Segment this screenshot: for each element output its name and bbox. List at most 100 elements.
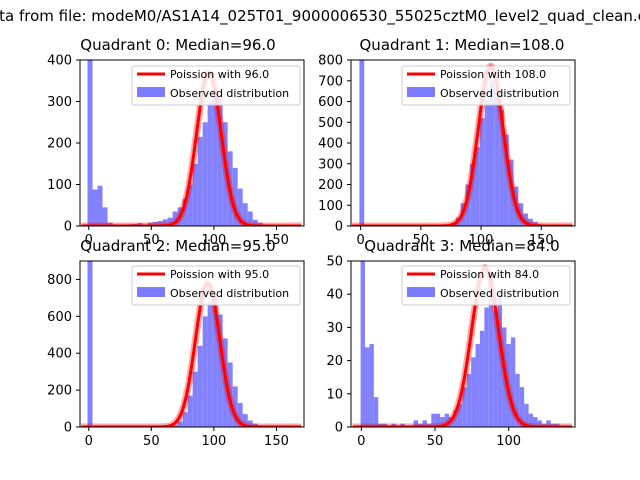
histogram-bar xyxy=(475,147,480,226)
axes-frame xyxy=(350,260,576,428)
x-tick-label: 50 xyxy=(427,434,444,449)
quadrant-1-axes: 0 50 100 150 0 100 200 300 400 500 600 700 800 xyxy=(318,54,576,248)
histogram-bar xyxy=(187,184,193,226)
histogram-bar xyxy=(418,423,423,427)
y-tick-label: 0 xyxy=(335,220,343,235)
axes-frame xyxy=(79,260,305,428)
histogram-bar xyxy=(479,330,485,427)
quadrant-3-panel: 0 50 100 0 10 20 30 40 50 Poission with 84.0 Obs… xyxy=(326,237,576,449)
x-tick-label: 100 xyxy=(201,233,226,248)
histogram-bar xyxy=(207,301,213,427)
y-tick-label: 0 xyxy=(64,220,72,235)
y-tick-label: 30 xyxy=(326,321,343,336)
quadrant-3-title: Quadrant 3: Median=84.0 xyxy=(364,237,559,255)
histogram-bar xyxy=(537,420,542,427)
histogram-bar xyxy=(187,395,193,427)
legend-curve-label: Poission with 108.0 xyxy=(440,68,546,81)
legend-hist-swatch xyxy=(137,287,165,297)
histogram-bar xyxy=(107,222,113,226)
histogram-bar xyxy=(497,294,503,427)
histogram-bar xyxy=(182,412,188,427)
poisson-curve xyxy=(81,281,302,427)
histogram-bar xyxy=(202,316,208,427)
quadrant-0-title: Quadrant 0: Median=96.0 xyxy=(80,36,275,54)
histogram-bar xyxy=(172,425,178,427)
histogram-bar xyxy=(242,414,248,427)
legend-hist-swatch xyxy=(407,287,435,297)
quadrant-3-axes: 0 50 100 0 10 20 30 40 50 xyxy=(326,255,576,449)
histogram-bar xyxy=(359,60,365,226)
histogram-bar xyxy=(528,413,533,427)
histogram-bar xyxy=(422,420,427,427)
plot-area xyxy=(80,261,304,427)
histogram-bar xyxy=(373,397,379,427)
histogram-bar xyxy=(503,134,509,226)
quadrant-3-legend: Poission with 84.0 Observed distribution xyxy=(401,265,571,306)
histogram-bar xyxy=(435,413,441,427)
histogram-bar xyxy=(484,99,490,226)
x-tick-label: 50 xyxy=(413,233,430,248)
legend-box xyxy=(401,65,571,106)
histogram-bar xyxy=(426,423,432,427)
histogram-bar xyxy=(147,222,153,226)
histogram-bar xyxy=(222,122,228,226)
legend-box xyxy=(131,65,301,106)
histogram-bar xyxy=(257,222,263,226)
x-tick-label: 150 xyxy=(264,233,289,248)
y-tick-label: 400 xyxy=(47,347,72,362)
histogram-bar xyxy=(533,417,538,427)
quadrant-2-title: Quadrant 2: Median=95.0 xyxy=(80,237,275,255)
y-tick-label: 500 xyxy=(318,116,343,131)
histogram-bar xyxy=(177,421,183,427)
histogram-bar xyxy=(431,413,436,427)
x-tick-label: 150 xyxy=(529,233,554,248)
histogram-bar xyxy=(197,136,203,226)
histogram-bar xyxy=(365,347,370,427)
legend-hist-swatch xyxy=(137,87,165,97)
histogram-bar xyxy=(457,403,463,427)
y-tick-label: 200 xyxy=(47,137,72,152)
y-tick-label: 300 xyxy=(47,95,72,110)
histogram-bar xyxy=(237,403,243,427)
histogram-bar xyxy=(470,163,476,226)
histogram-bar xyxy=(87,261,93,427)
x-tick-label: 50 xyxy=(143,434,160,449)
quadrant-2-legend: Poission with 95.0 Observed distribution xyxy=(131,265,301,306)
histogram-bar xyxy=(493,310,498,427)
histogram-bar xyxy=(546,420,551,427)
histogram-bar xyxy=(528,218,533,226)
y-tick-label: 100 xyxy=(318,199,343,214)
histogram-bar xyxy=(212,89,218,226)
legend-hist-swatch xyxy=(407,87,435,97)
legend-curve-label: Poission with 96.0 xyxy=(170,68,269,81)
histogram-bar xyxy=(391,423,396,427)
histogram-bar xyxy=(555,423,560,427)
quadrant-0-panel: 0 50 100 150 0 100 200 300 400 Poission with 96.… xyxy=(47,36,305,248)
histogram-bar xyxy=(524,403,529,427)
histogram-bar xyxy=(97,185,103,226)
y-tick-label: 0 xyxy=(64,421,72,436)
histogram-bar xyxy=(532,221,538,226)
x-tick-label: 100 xyxy=(469,233,494,248)
histogram-bar xyxy=(247,211,253,226)
y-tick-label: 100 xyxy=(47,178,72,193)
histogram-bar xyxy=(508,159,514,226)
histogram-bar xyxy=(510,337,516,427)
histogram-bar xyxy=(212,294,218,427)
histogram-bar xyxy=(162,219,168,226)
histogram-bar xyxy=(453,410,458,427)
histogram-bar xyxy=(369,344,374,427)
histogram-bar xyxy=(382,423,388,427)
histogram-bar xyxy=(247,420,253,427)
histogram-bar xyxy=(172,211,178,226)
y-tick-label: 700 xyxy=(318,74,343,89)
histogram-bar xyxy=(217,97,223,226)
histogram-bar xyxy=(488,270,494,427)
x-tick-label: 0 xyxy=(357,434,365,449)
legend-box xyxy=(131,265,301,306)
legend-box xyxy=(401,265,571,306)
y-tick-label: 40 xyxy=(326,288,343,303)
y-tick-label: 200 xyxy=(47,384,72,399)
histogram-bar xyxy=(182,199,188,226)
